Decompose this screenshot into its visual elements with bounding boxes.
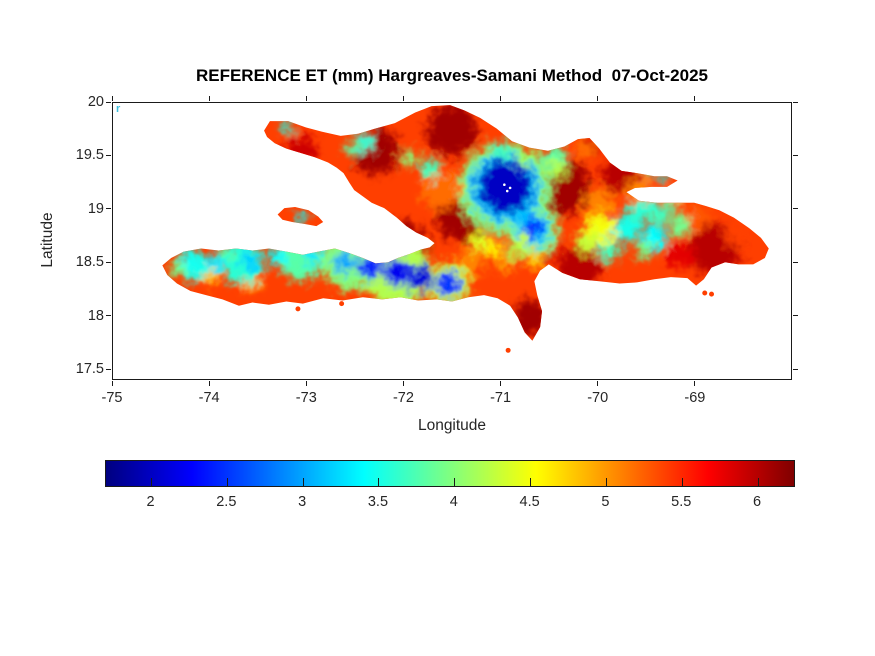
y-tick-mark bbox=[106, 261, 111, 263]
x-tick-mark bbox=[305, 381, 307, 386]
colorbar-tick-mark bbox=[605, 478, 607, 486]
y-tick-mark-right bbox=[793, 368, 798, 370]
stray-annotation: r bbox=[116, 103, 121, 115]
x-tick-label: -72 bbox=[392, 390, 414, 406]
x-tick-mark-top bbox=[305, 96, 307, 101]
x-tick-label: -75 bbox=[101, 390, 123, 406]
y-tick-label: 17.5 bbox=[75, 361, 104, 378]
colorbar-tick-label: 5.5 bbox=[671, 494, 692, 510]
colorbar-tick-label: 4 bbox=[449, 494, 458, 510]
colorbar-tick-mark bbox=[302, 478, 304, 486]
y-tick-label: 18.5 bbox=[75, 254, 104, 271]
colorbar-tick-mark bbox=[226, 478, 228, 486]
x-tick-mark bbox=[500, 381, 502, 386]
colorbar bbox=[105, 460, 795, 487]
hispaniola-et-map bbox=[162, 105, 769, 353]
y-tick-mark bbox=[106, 315, 111, 317]
x-tick-label: -71 bbox=[490, 390, 512, 406]
x-tick-mark bbox=[208, 381, 210, 386]
map-plot-area: r bbox=[112, 102, 792, 380]
x-tick-label: -70 bbox=[587, 390, 609, 406]
y-tick-mark-right bbox=[793, 101, 798, 103]
no-data-speck bbox=[505, 189, 509, 193]
y-tick-mark bbox=[106, 101, 111, 103]
x-tick-label: -73 bbox=[295, 390, 317, 406]
x-tick-mark bbox=[694, 381, 696, 386]
hispaniola-landmass bbox=[162, 105, 769, 353]
x-tick-mark-top bbox=[597, 96, 599, 101]
y-tick-mark-right bbox=[793, 208, 798, 210]
x-tick-label: -74 bbox=[198, 390, 220, 406]
colorbar-tick-label: 5 bbox=[601, 494, 610, 510]
x-tick-mark-top bbox=[111, 96, 113, 101]
y-tick-mark-right bbox=[793, 261, 798, 263]
x-tick-label: -69 bbox=[684, 390, 706, 406]
colorbar-tick-mark bbox=[378, 478, 380, 486]
y-tick-label: 20 bbox=[87, 94, 104, 110]
x-tick-mark-top bbox=[402, 96, 404, 101]
y-tick-mark-right bbox=[793, 154, 798, 156]
y-tick-mark bbox=[106, 368, 111, 370]
y-axis-label: Latitude bbox=[39, 212, 56, 268]
colorbar-tick-mark bbox=[530, 478, 532, 486]
x-tick-mark bbox=[402, 381, 404, 386]
x-tick-mark bbox=[111, 381, 113, 386]
x-tick-mark-top bbox=[694, 96, 696, 101]
no-data-speck bbox=[503, 183, 506, 186]
x-tick-mark bbox=[597, 381, 599, 386]
colorbar-tick-label: 2 bbox=[146, 494, 155, 510]
y-tick-label: 19 bbox=[87, 200, 104, 217]
x-tick-mark-top bbox=[208, 96, 210, 101]
colorbar-tick-label: 3.5 bbox=[367, 494, 389, 510]
y-tick-mark-right bbox=[793, 315, 798, 317]
colorbar-tick-mark bbox=[150, 478, 152, 486]
colorbar-tick-label: 4.5 bbox=[519, 494, 540, 510]
figure-title: REFERENCE ET (mm) Hargreaves-Samani Meth… bbox=[195, 66, 709, 85]
no-data-speck bbox=[508, 186, 512, 190]
colorbar-tick-label: 2.5 bbox=[216, 494, 237, 510]
y-tick-mark bbox=[106, 208, 111, 210]
colorbar-tick-mark bbox=[757, 478, 759, 486]
x-axis-label: Longitude bbox=[417, 417, 487, 434]
colorbar-tick-mark bbox=[681, 478, 683, 486]
y-tick-mark bbox=[106, 154, 111, 156]
colorbar-tick-label: 6 bbox=[753, 494, 762, 510]
colorbar-tick-label: 3 bbox=[298, 494, 307, 510]
y-tick-label: 19.5 bbox=[75, 147, 104, 164]
y-tick-label: 18 bbox=[87, 307, 104, 324]
x-tick-mark-top bbox=[500, 96, 502, 101]
colorbar-tick-mark bbox=[454, 478, 456, 486]
